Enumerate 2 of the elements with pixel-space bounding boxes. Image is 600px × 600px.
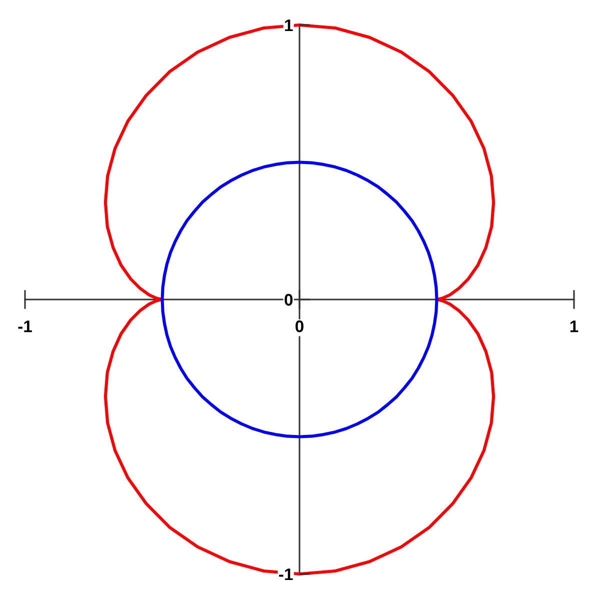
x-tick-label: 1 (570, 320, 578, 332)
x-tick-label: -1 (18, 320, 32, 332)
